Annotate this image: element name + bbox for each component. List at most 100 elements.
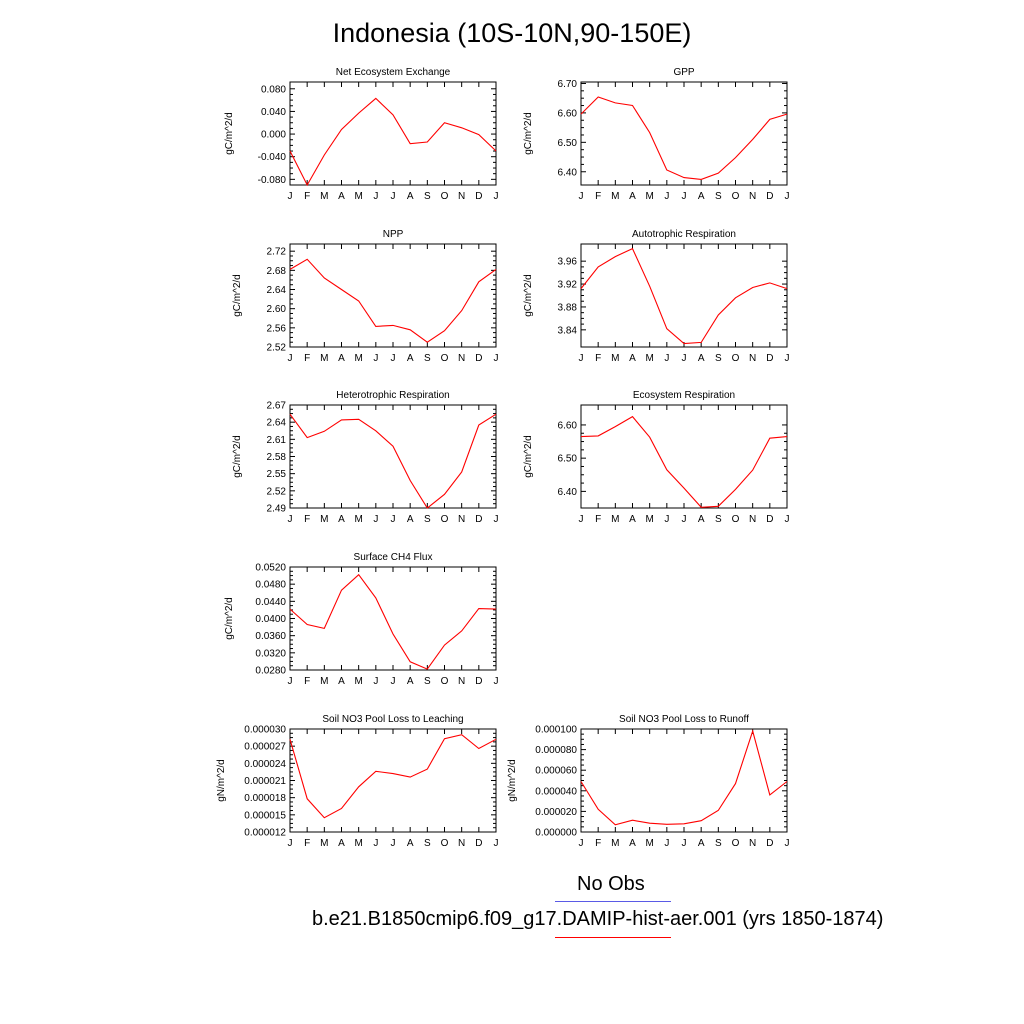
gpp-ytick-label: 6.40 [558, 167, 578, 178]
soil-no3-pool-loss-to-leaching-title: Soil NO3 Pool Loss to Leaching [322, 714, 463, 725]
soil-no3-pool-loss-to-runoff-ytick-label: 0.000020 [535, 807, 577, 818]
soil-no3-pool-loss-to-runoff-ytick-label: 0.000080 [535, 745, 577, 756]
soil-no3-pool-loss-to-leaching-xtick-label: A [407, 838, 414, 849]
ecosystem-respiration-series-line [580, 415, 788, 508]
soil-no3-pool-loss-to-leaching-series-line [289, 734, 497, 819]
soil-no3-pool-loss-to-leaching-xtick-label: J [391, 838, 396, 849]
npp-xtick-label: S [424, 353, 431, 364]
legend-obs-line [555, 901, 671, 902]
autotrophic-respiration-ylabel: gC/m^2/d [523, 274, 534, 317]
gpp-xtick-label: F [595, 191, 601, 202]
net-ecosystem-exchange-xtick-label: J [494, 191, 499, 202]
gpp-xtick-label: A [629, 191, 636, 202]
ecosystem-respiration-ytick-label: 6.50 [558, 454, 578, 465]
heterotrophic-respiration-xtick-label: D [475, 514, 482, 525]
ecosystem-respiration-xtick-label: J [579, 514, 584, 525]
heterotrophic-respiration-xtick-label: S [424, 514, 431, 525]
heterotrophic-respiration-ytick-label: 2.67 [267, 401, 287, 412]
ecosystem-respiration-xtick-label: F [595, 514, 601, 525]
heterotrophic-respiration-ytick-label: 2.61 [267, 435, 287, 446]
soil-no3-pool-loss-to-runoff-ytick-label: 0.000100 [535, 725, 577, 736]
soil-no3-pool-loss-to-leaching-ylabel: gN/m^2/d [216, 759, 227, 802]
autotrophic-respiration-xtick-label: A [698, 353, 705, 364]
soil-no3-pool-loss-to-leaching-xtick-label: J [288, 838, 293, 849]
autotrophic-respiration-xtick-label: N [749, 353, 756, 364]
surface-ch4-flux-xtick-label: J [494, 676, 499, 687]
heterotrophic-respiration-ytick-label: 2.49 [267, 504, 287, 515]
legend-model-line [555, 937, 671, 938]
soil-no3-pool-loss-to-leaching-ytick-label: 0.000024 [244, 759, 286, 770]
npp-ytick-label: 2.68 [267, 266, 287, 277]
gpp-xtick-label: D [766, 191, 773, 202]
heterotrophic-respiration-ylabel: gC/m^2/d [232, 435, 243, 478]
panel-soil-no3-pool-loss-to-leaching: Soil NO3 Pool Loss to Leaching gN/m^2/d 0.… [216, 714, 499, 849]
net-ecosystem-exchange-xtick-label: J [288, 191, 293, 202]
soil-no3-pool-loss-to-leaching-ytick-label: 0.000018 [244, 793, 286, 804]
net-ecosystem-exchange-xtick-label: A [407, 191, 414, 202]
surface-ch4-flux-ytick-label: 0.0400 [255, 614, 286, 625]
ecosystem-respiration-xtick-label: S [715, 514, 722, 525]
soil-no3-pool-loss-to-runoff-xtick-label: F [595, 838, 601, 849]
npp-ytick-label: 2.52 [267, 343, 287, 354]
npp-xtick-label: J [373, 353, 378, 364]
npp-ytick-label: 2.72 [267, 247, 287, 258]
net-ecosystem-exchange-ytick-label: 0.040 [261, 107, 286, 118]
surface-ch4-flux-ytick-label: 0.0360 [255, 631, 286, 642]
autotrophic-respiration-xtick-label: M [611, 353, 619, 364]
soil-no3-pool-loss-to-runoff-xtick-label: J [579, 838, 584, 849]
gpp-ytick-label: 6.70 [558, 79, 578, 90]
soil-no3-pool-loss-to-runoff-ylabel: gN/m^2/d [507, 759, 518, 802]
gpp-ytick-label: 6.60 [558, 108, 578, 119]
npp-xtick-label: J [391, 353, 396, 364]
legend-model-label: b.e21.B1850cmip6.f09_g17.DAMIP-hist-aer.… [312, 908, 884, 930]
ecosystem-respiration-title: Ecosystem Respiration [633, 390, 735, 401]
gpp-title: GPP [673, 67, 694, 78]
surface-ch4-flux-xtick-label: J [391, 676, 396, 687]
ecosystem-respiration-frame [580, 404, 788, 509]
gpp-frame [580, 81, 788, 186]
surface-ch4-flux-xtick-label: D [475, 676, 482, 687]
soil-no3-pool-loss-to-runoff-xtick-label: J [785, 838, 790, 849]
net-ecosystem-exchange-xtick-label: M [320, 191, 328, 202]
npp-xtick-label: O [441, 353, 449, 364]
gpp-xtick-label: A [698, 191, 705, 202]
ecosystem-respiration-xtick-label: M [611, 514, 619, 525]
ecosystem-respiration-xtick-label: O [732, 514, 740, 525]
net-ecosystem-exchange-xtick-label: S [424, 191, 431, 202]
soil-no3-pool-loss-to-leaching-ytick-label: 0.000027 [244, 742, 286, 753]
heterotrophic-respiration-xtick-label: J [494, 514, 499, 525]
soil-no3-pool-loss-to-runoff-xtick-label: S [715, 838, 722, 849]
panel-net-ecosystem-exchange: Net Ecosystem Exchange gC/m^2/d -0.080 -0.0… [224, 67, 499, 202]
soil-no3-pool-loss-to-runoff-xtick-label: N [749, 838, 756, 849]
npp-ylabel: gC/m^2/d [232, 274, 243, 317]
net-ecosystem-exchange-xtick-label: D [475, 191, 482, 202]
soil-no3-pool-loss-to-runoff-xtick-label: J [664, 838, 669, 849]
soil-no3-pool-loss-to-runoff-ytick-label: 0.000060 [535, 766, 577, 777]
npp-xtick-label: J [288, 353, 293, 364]
ecosystem-respiration-xtick-label: M [645, 514, 653, 525]
soil-no3-pool-loss-to-leaching-ytick-label: 0.000012 [244, 828, 286, 839]
autotrophic-respiration-frame [580, 243, 788, 348]
soil-no3-pool-loss-to-leaching-xtick-label: A [338, 838, 345, 849]
net-ecosystem-exchange-xtick-label: F [304, 191, 310, 202]
soil-no3-pool-loss-to-runoff-ytick-label: 0.000000 [535, 828, 577, 839]
ecosystem-respiration-ytick-label: 6.40 [558, 487, 578, 498]
npp-xtick-label: N [458, 353, 465, 364]
surface-ch4-flux-series-line [289, 573, 497, 670]
net-ecosystem-exchange-ytick-label: 0.000 [261, 130, 286, 141]
ecosystem-respiration-xtick-label: A [698, 514, 705, 525]
surface-ch4-flux-ylabel: gC/m^2/d [224, 597, 235, 640]
heterotrophic-respiration-xtick-label: F [304, 514, 310, 525]
heterotrophic-respiration-frame [289, 404, 497, 509]
heterotrophic-respiration-ytick-label: 2.52 [267, 486, 287, 497]
soil-no3-pool-loss-to-leaching-xtick-label: F [304, 838, 310, 849]
autotrophic-respiration-series-line [580, 247, 788, 345]
ecosystem-respiration-xtick-label: J [682, 514, 687, 525]
panel-soil-no3-pool-loss-to-runoff: Soil NO3 Pool Loss to Runoff gN/m^2/d 0.00… [507, 714, 790, 849]
surface-ch4-flux-xtick-label: F [304, 676, 310, 687]
surface-ch4-flux-ytick-label: 0.0440 [255, 597, 286, 608]
ecosystem-respiration-xtick-label: D [766, 514, 773, 525]
gpp-xtick-label: J [664, 191, 669, 202]
surface-ch4-flux-ytick-label: 0.0280 [255, 666, 286, 677]
surface-ch4-flux-xtick-label: J [288, 676, 293, 687]
